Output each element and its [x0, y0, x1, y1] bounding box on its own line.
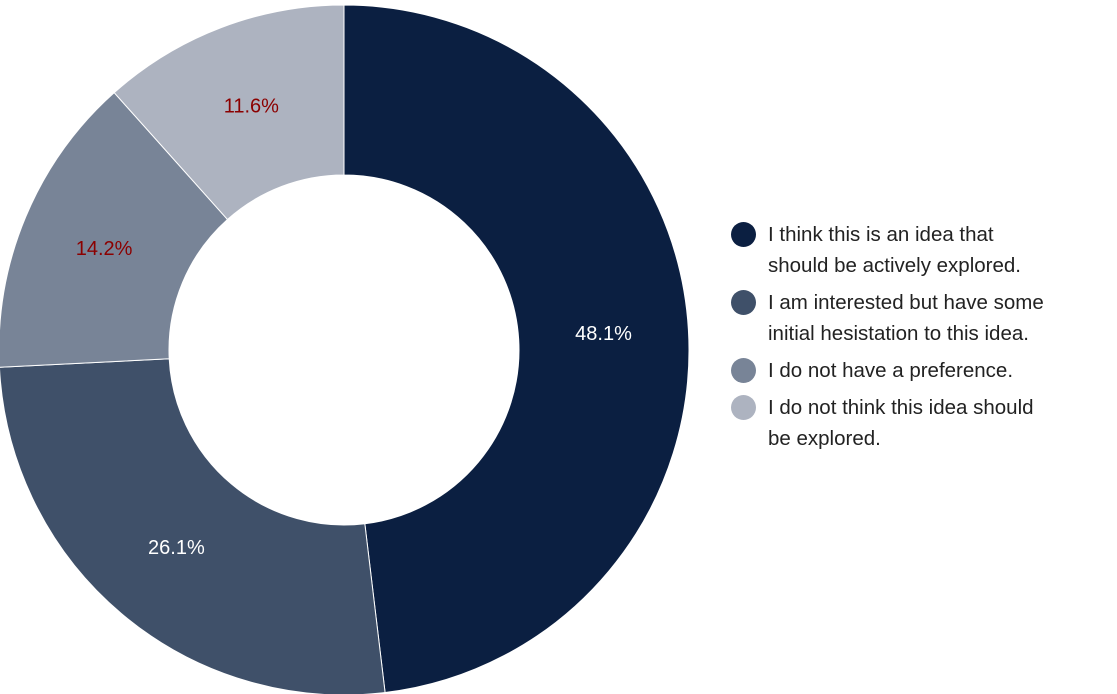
legend-swatch-icon [731, 222, 756, 247]
legend-swatch-icon [731, 395, 756, 420]
legend-item-no-preference: I do not have a preference. [731, 355, 1117, 386]
donut-plot: 48.1% 26.1% 14.2% 11.6% [0, 4, 690, 694]
legend-swatch-icon [731, 358, 756, 383]
slice-actively-explored [343, 4, 690, 694]
slice-label-initial-hesitation: 26.1% [148, 537, 205, 559]
slice-not-explored [113, 4, 345, 221]
slice-label-not-explored: 11.6% [224, 95, 279, 117]
legend-label: I think this is an idea that should be a… [768, 223, 1021, 277]
legend-label: I am interested but have some initial he… [768, 291, 1044, 345]
legend-item-actively-explored: I think this is an idea that should be a… [731, 219, 1117, 281]
legend: I think this is an idea that should be a… [731, 219, 1117, 460]
legend-label: I do not have a preference. [768, 359, 1014, 382]
legend-swatch-icon [731, 290, 756, 315]
slice-label-no-preference: 14.2% [76, 238, 133, 260]
slice-no-preference [0, 91, 229, 368]
slice-label-actively-explored: 48.1% [575, 323, 632, 345]
legend-item-not-explored: I do not think this idea should be explo… [731, 392, 1117, 454]
legend-item-initial-hesitation: I am interested but have some initial he… [731, 287, 1117, 349]
legend-label: I do not think this idea should be explo… [768, 396, 1034, 450]
slice-initial-hesitation [0, 358, 386, 694]
